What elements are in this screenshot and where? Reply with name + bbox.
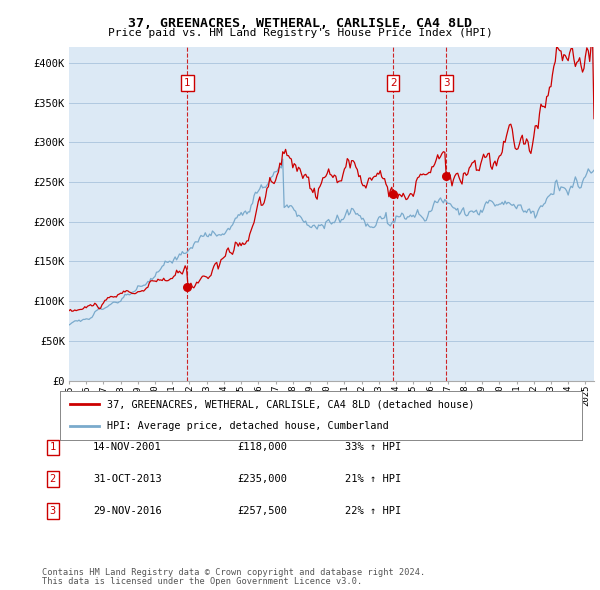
Text: 14-NOV-2001: 14-NOV-2001	[93, 442, 162, 452]
Text: £235,000: £235,000	[237, 474, 287, 484]
Text: £118,000: £118,000	[237, 442, 287, 452]
Text: HPI: Average price, detached house, Cumberland: HPI: Average price, detached house, Cumb…	[107, 421, 389, 431]
Text: 31-OCT-2013: 31-OCT-2013	[93, 474, 162, 484]
Point	[442, 172, 451, 181]
Text: 2: 2	[390, 78, 397, 88]
Text: 22% ↑ HPI: 22% ↑ HPI	[345, 506, 401, 516]
Text: 1: 1	[50, 442, 56, 452]
Text: £257,500: £257,500	[237, 506, 287, 516]
Text: 29-NOV-2016: 29-NOV-2016	[93, 506, 162, 516]
Point	[388, 189, 398, 199]
Text: Contains HM Land Registry data © Crown copyright and database right 2024.: Contains HM Land Registry data © Crown c…	[42, 568, 425, 577]
Text: 21% ↑ HPI: 21% ↑ HPI	[345, 474, 401, 484]
Text: 3: 3	[443, 78, 449, 88]
Text: Price paid vs. HM Land Registry's House Price Index (HPI): Price paid vs. HM Land Registry's House …	[107, 28, 493, 38]
Text: 33% ↑ HPI: 33% ↑ HPI	[345, 442, 401, 452]
Text: 3: 3	[50, 506, 56, 516]
Point	[182, 282, 192, 291]
Text: This data is licensed under the Open Government Licence v3.0.: This data is licensed under the Open Gov…	[42, 578, 362, 586]
Text: 37, GREENACRES, WETHERAL, CARLISLE, CA4 8LD (detached house): 37, GREENACRES, WETHERAL, CARLISLE, CA4 …	[107, 399, 475, 409]
Text: 1: 1	[184, 78, 191, 88]
Text: 2: 2	[50, 474, 56, 484]
Text: 37, GREENACRES, WETHERAL, CARLISLE, CA4 8LD: 37, GREENACRES, WETHERAL, CARLISLE, CA4 …	[128, 17, 472, 30]
